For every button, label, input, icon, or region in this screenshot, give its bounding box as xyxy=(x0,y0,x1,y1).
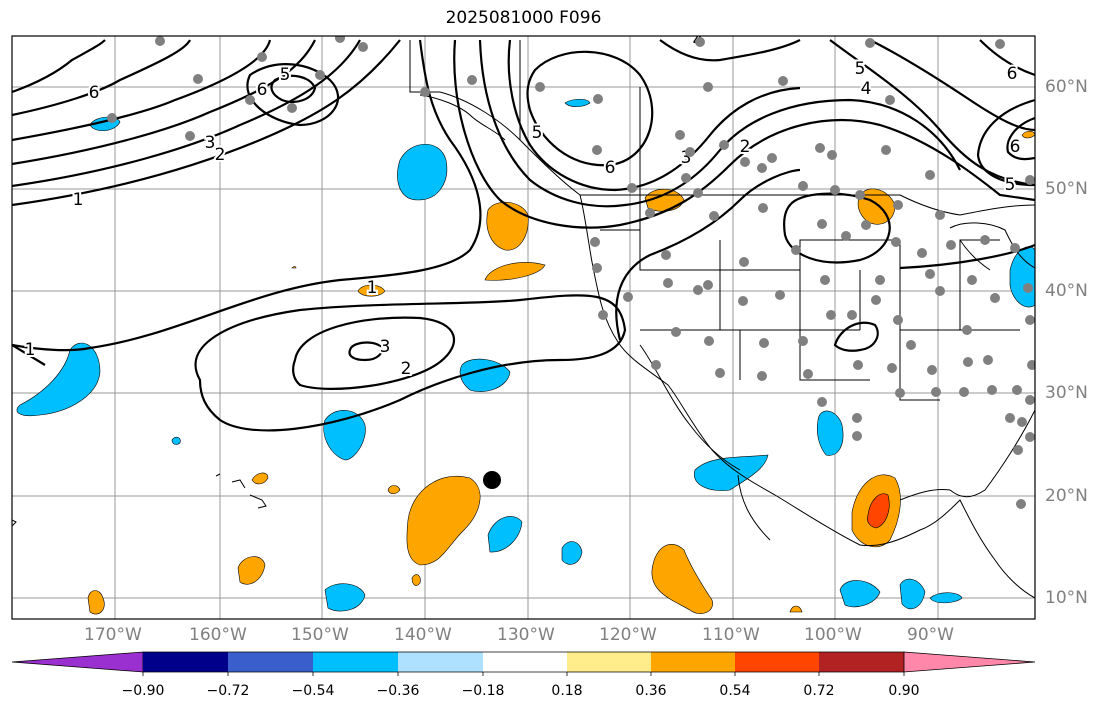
contour-label: 2 xyxy=(740,137,751,157)
lon-label: 90°W xyxy=(907,625,954,645)
lon-label: 130°W xyxy=(497,625,555,645)
contour-label: 1 xyxy=(73,190,84,210)
coastlines xyxy=(12,40,1035,599)
contour-label: 6 xyxy=(1010,137,1021,157)
lon-label: 150°W xyxy=(291,625,349,645)
lon-label: 120°W xyxy=(599,625,657,645)
lon-label: 160°W xyxy=(189,625,247,645)
map-title: 2025081000 F096 xyxy=(445,8,602,28)
contour-label: 1 xyxy=(367,278,378,298)
station-markers xyxy=(107,36,1035,509)
colorbar-tick-label: 0.18 xyxy=(551,683,583,699)
colorbar-tick-label: 0.54 xyxy=(719,683,751,699)
lat-label: 30°N xyxy=(1045,383,1088,403)
colorbar-tick-label: −0.54 xyxy=(291,683,335,699)
lon-label: 140°W xyxy=(394,625,452,645)
contour-label: 3 xyxy=(380,337,391,357)
storm-marker xyxy=(483,471,501,489)
lat-label: 20°N xyxy=(1045,486,1088,506)
lat-label: 50°N xyxy=(1045,179,1088,199)
lat-label: 10°N xyxy=(1045,588,1088,608)
lat-label: 60°N xyxy=(1045,77,1088,97)
colorbar-tick-label: −0.36 xyxy=(376,683,420,699)
colorbar-tick-label: 0.90 xyxy=(888,683,920,699)
contour-label: 3 xyxy=(205,133,216,153)
contour-label: 5 xyxy=(1005,175,1016,195)
contour-label: 6 xyxy=(89,83,100,103)
contour-label: 6 xyxy=(605,158,616,178)
contour-label: 5 xyxy=(280,65,291,85)
colorbar xyxy=(11,651,1036,676)
contour-labels: 1 1 1 2 2 2 3 3 3 4 4 5 5 5 5 6 6 6 6 6 xyxy=(23,36,1023,381)
colorbar-tick-label: −0.72 xyxy=(206,683,250,699)
lon-label: 170°W xyxy=(84,625,142,645)
lon-label: 110°W xyxy=(702,625,760,645)
colorbar-tick-label: 0.36 xyxy=(635,683,667,699)
colorbar-tick-label: 0.72 xyxy=(803,683,835,699)
contour-label: 2 xyxy=(215,145,226,165)
lat-label: 40°N xyxy=(1045,281,1088,301)
colorbar-tick-label: −0.90 xyxy=(121,683,165,699)
contour-label: 4 xyxy=(861,79,872,99)
contour-label: 2 xyxy=(401,359,412,379)
contour-label: 6 xyxy=(1007,64,1018,84)
lon-label: 100°W xyxy=(804,625,862,645)
map-frame xyxy=(11,35,1036,620)
colorbar-tick-label: −0.18 xyxy=(461,683,505,699)
contour-label: 5 xyxy=(855,59,866,79)
contour-label: 1 xyxy=(25,340,36,360)
contour-label: 5 xyxy=(532,123,543,143)
contour-label: 6 xyxy=(257,80,268,100)
